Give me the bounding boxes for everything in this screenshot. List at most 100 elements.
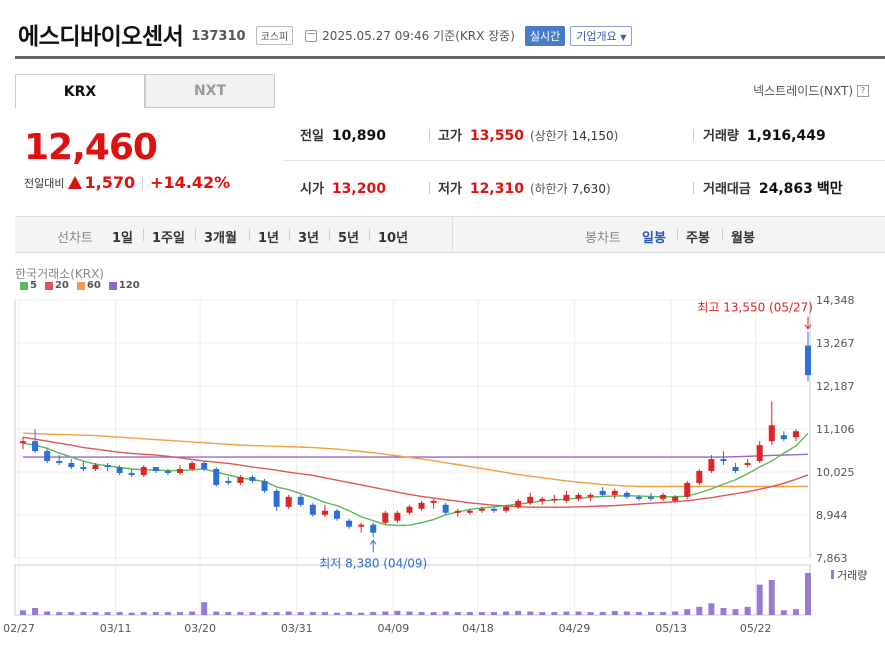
ma-line-ma5: [22, 432, 809, 527]
volume-bar: [551, 612, 558, 615]
x-tick-label: 02/27: [3, 622, 35, 635]
candle-monthly[interactable]: 월봉: [731, 231, 755, 246]
volume-bar: [792, 609, 799, 615]
candle-body: [394, 512, 401, 521]
volume-bar: [708, 603, 715, 615]
candle-body: [635, 496, 642, 499]
period-3m[interactable]: 3개월: [204, 231, 237, 246]
change-value: 1,570: [84, 173, 136, 192]
chart-source: 한국거래소(KRX): [15, 267, 104, 281]
volume-bar: [756, 584, 763, 615]
candle-body: [575, 494, 582, 499]
candle-body: [104, 465, 111, 468]
period-1d[interactable]: 1일: [112, 231, 134, 246]
candle-body: [309, 504, 316, 515]
volume-bar: [575, 611, 582, 615]
candle-body: [720, 459, 727, 462]
legend-swatch: [108, 281, 117, 290]
stat-value: 13,550: [469, 128, 524, 144]
stat-value: 12,310: [469, 181, 524, 197]
period-10y[interactable]: 10년: [378, 231, 409, 246]
realtime-button[interactable]: 실시간: [524, 25, 566, 46]
volume-bar: [213, 611, 220, 615]
volume-bar: [660, 612, 667, 615]
tab-nxt[interactable]: NXT: [145, 74, 275, 108]
volume-bar: [382, 611, 389, 615]
line-chart-label: 선차트: [57, 231, 93, 246]
candle-daily[interactable]: 일봉: [642, 231, 666, 246]
period-3y[interactable]: 3년: [298, 231, 320, 246]
volume-bar: [466, 612, 473, 615]
candle-body: [805, 345, 811, 376]
nxt-link[interactable]: 넥스트레이드(NXT) ?: [753, 82, 869, 99]
stock-code: 137310: [191, 28, 246, 44]
legend-label: 60: [86, 280, 101, 291]
x-tick-label: 04/18: [462, 622, 494, 635]
volume-frame: [14, 564, 811, 616]
y-tick-label: 10,025: [816, 466, 855, 479]
stat-unit: 백만: [816, 181, 843, 197]
period-1y[interactable]: 1년: [258, 231, 280, 246]
candle-body: [20, 441, 26, 444]
company-info-button[interactable]: 기업개요 ▼: [570, 25, 633, 46]
candle-body: [515, 500, 522, 507]
candle-body: [237, 476, 244, 483]
ma-line-ma60: [22, 432, 808, 488]
x-tick-label: 04/29: [559, 622, 591, 635]
volume-bar: [635, 612, 642, 615]
y-tick-label: 8,944: [816, 509, 848, 522]
volume-bar: [140, 612, 147, 615]
stat-label: 거래대금: [703, 182, 751, 197]
legend-item: 20: [44, 280, 69, 291]
help-icon[interactable]: ?: [857, 84, 869, 97]
candle-body: [92, 465, 99, 470]
stat-label: 전일: [300, 129, 324, 144]
datetime: 2025.05.27 09:46 기준(KRX 장중): [322, 29, 515, 43]
stat-label: 저가: [438, 182, 462, 197]
y-tick-label: 11,106: [816, 423, 855, 436]
legend-label: 5: [30, 280, 37, 291]
candle-body: [442, 504, 449, 513]
price-chart: 한국거래소(KRX) 5 20 60 120 14,348 13,267 12,187 11…: [0, 255, 885, 663]
stat-label: 거래량: [703, 129, 739, 144]
volume-bar: [623, 611, 630, 615]
candle-body: [140, 467, 147, 475]
candle-body: [732, 467, 739, 471]
period-5y[interactable]: 5년: [338, 231, 360, 246]
volume-bar: [527, 611, 534, 615]
volume-bar: [116, 612, 123, 615]
volume-bar: [164, 612, 171, 615]
y-tick-label: 14,348: [816, 294, 855, 307]
volume-bar: [189, 611, 196, 615]
volume-bar: [261, 612, 268, 615]
candle-chart-label: 봉차트: [585, 231, 621, 246]
upper-limit: (상한가 14,150): [529, 129, 619, 143]
legend-label: 20: [54, 280, 69, 291]
current-price: 12,460: [24, 127, 158, 168]
tab-krx[interactable]: KRX: [15, 74, 145, 108]
x-tick-label: 05/22: [740, 622, 772, 635]
candle-weekly[interactable]: 주봉: [686, 231, 710, 246]
volume-bar: [684, 609, 691, 615]
chart-toolbar: 선차트 1일 1주일 3개월 1년 3년 5년 10년 봉차트 일봉 주봉 월봉: [15, 216, 885, 253]
candle-body: [696, 470, 703, 483]
candle-body: [297, 496, 304, 505]
stat-prev-close: 전일 10,890: [300, 125, 386, 144]
market-badge: 코스피: [255, 26, 294, 45]
volume-bar: [177, 612, 183, 615]
toolbar-divider: [195, 229, 196, 241]
stat-open: 시가 13,200: [300, 178, 386, 197]
candle-body: [587, 494, 594, 497]
candle-body: [358, 524, 365, 527]
calendar-icon: [305, 29, 318, 42]
period-1w[interactable]: 1주일: [152, 231, 185, 246]
ma-line-ma120: [23, 453, 809, 458]
chart-canvas[interactable]: 14,348 13,267 12,187 11,106 10,025 8,944 7,863…: [0, 255, 885, 663]
volume-bar: [732, 609, 739, 615]
y-tick-label: 12,187: [816, 380, 855, 393]
toolbar-divider: [722, 229, 723, 241]
stat-low: 저가 12,310 (하한가 7,630): [438, 178, 611, 197]
volume-bar: [80, 612, 87, 615]
volume-bar: [478, 612, 485, 615]
candle-body: [382, 512, 389, 523]
